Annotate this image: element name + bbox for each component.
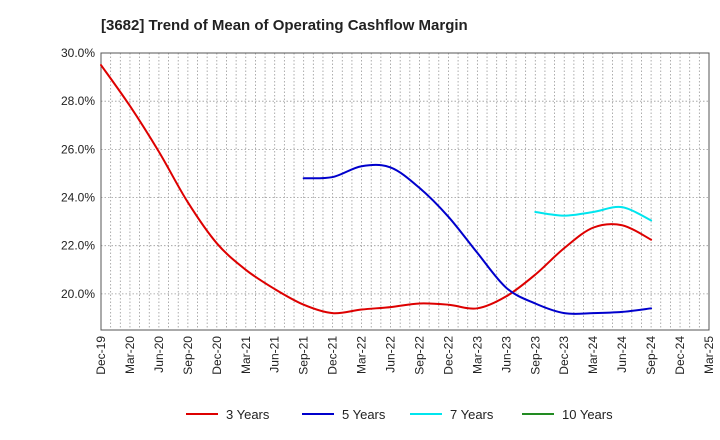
x-tick-label: Sep-20 xyxy=(181,336,195,375)
plot-frame xyxy=(100,52,710,331)
legend-label-1: 5 Years xyxy=(342,407,386,422)
y-tick-label: 20.0% xyxy=(61,287,95,301)
x-tick-label: Mar-24 xyxy=(586,336,600,374)
series-line-2 xyxy=(534,205,653,222)
series-line-1 xyxy=(302,163,653,315)
x-tick-label: Jun-20 xyxy=(152,336,166,373)
legend-label-2: 7 Years xyxy=(450,407,494,422)
x-tick-label: Mar-22 xyxy=(355,336,369,374)
x-tick-label: Jun-23 xyxy=(499,336,513,373)
legend-label-3: 10 Years xyxy=(562,407,613,422)
x-tick-label: Dec-22 xyxy=(441,336,455,375)
y-tick-label: 26.0% xyxy=(61,142,95,156)
series-lines xyxy=(100,64,653,315)
x-tick-label: Sep-22 xyxy=(412,336,426,375)
x-axis: Dec-19 Mar-20 Jun-20 Sep-20 Dec-20 Mar-21 Jun-… xyxy=(94,336,716,375)
chart-title: [3682] Trend of Mean of Operating Cashfl… xyxy=(101,17,468,34)
x-tick-label: Sep-24 xyxy=(644,336,658,375)
x-tick-label: Mar-23 xyxy=(470,336,484,374)
y-tick-label: 30.0% xyxy=(61,46,95,60)
x-tick-label: Sep-21 xyxy=(297,336,311,375)
x-tick-label: Dec-21 xyxy=(326,336,340,375)
x-tick-label: Mar-25 xyxy=(702,336,716,374)
x-tick-label: Dec-23 xyxy=(557,336,571,375)
x-tick-label: Mar-21 xyxy=(239,336,253,374)
x-tick-label: Dec-24 xyxy=(673,336,687,375)
y-tick-label: 28.0% xyxy=(61,94,95,108)
legend: 3 Years 5 Years 7 Years 10 Years xyxy=(186,407,613,422)
series-line-0 xyxy=(100,64,653,315)
x-tick-label: Jun-24 xyxy=(615,336,629,373)
x-tick-label: Dec-19 xyxy=(94,336,108,375)
x-tick-label: Mar-20 xyxy=(123,336,137,374)
x-tick-label: Sep-23 xyxy=(528,336,542,375)
x-tick-label: Dec-20 xyxy=(210,336,224,375)
x-tick-label: Jun-21 xyxy=(268,336,282,373)
y-tick-label: 22.0% xyxy=(61,239,95,253)
y-axis: 20.0% 22.0% 24.0% 26.0% 28.0% 30.0% xyxy=(61,46,95,301)
y-tick-label: 24.0% xyxy=(61,191,95,205)
x-tick-label: Jun-22 xyxy=(384,336,398,373)
legend-label-0: 3 Years xyxy=(226,407,270,422)
grid xyxy=(100,52,710,330)
